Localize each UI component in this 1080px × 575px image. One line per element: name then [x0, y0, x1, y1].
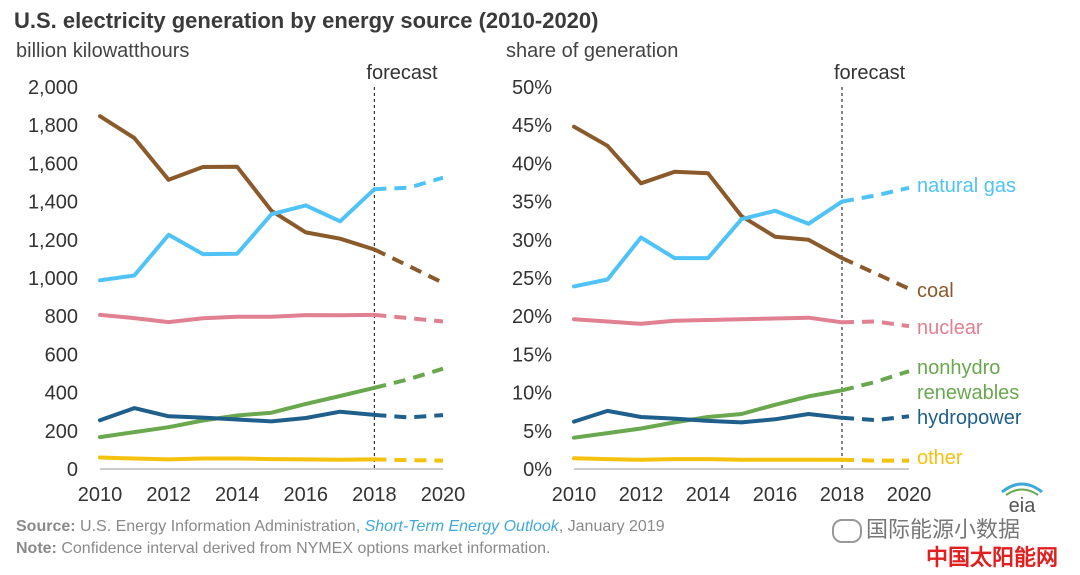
- watermark-wechat: 国际能源小数据: [832, 512, 1020, 544]
- source-link[interactable]: Short-Term Energy Outlook: [364, 518, 559, 535]
- y-tick-label: 1,600: [28, 153, 78, 175]
- right-chart-ylabel: share of generation: [506, 40, 679, 62]
- nonhydro_renewables-line: [98, 385, 377, 440]
- forecast-label: forecast: [834, 62, 906, 84]
- y-tick-label: 35%: [512, 192, 552, 214]
- note-text: Confidence interval derived from NYMEX o…: [56, 540, 551, 557]
- y-tick-label: 0%: [523, 459, 552, 481]
- hydropower-line: [98, 406, 377, 424]
- y-tick-label: 20%: [512, 306, 552, 328]
- x-tick-label: 2020: [421, 484, 466, 506]
- nonhydro_renewables-forecast-line: [841, 369, 910, 393]
- legend-coal: coal: [917, 280, 954, 302]
- x-tick-label: 2018: [820, 484, 865, 506]
- nuclear-line: [572, 315, 844, 326]
- other-forecast-line: [374, 457, 444, 463]
- y-tick-label: 40%: [512, 153, 552, 175]
- coal-line: [572, 124, 844, 261]
- source-text: U.S. Energy Information Administration,: [75, 518, 365, 535]
- y-tick-label: 0: [67, 459, 78, 481]
- chart-title: U.S. electricity generation by energy so…: [14, 8, 599, 33]
- watermark-site: 中国太阳能网: [926, 545, 1059, 570]
- y-tick-label: 50%: [512, 77, 552, 99]
- natural_gas-forecast-line: [374, 175, 444, 192]
- confidence-note: Note: Confidence interval derived from N…: [16, 540, 550, 558]
- nonhydro_renewables-forecast-line: [373, 366, 444, 390]
- y-tick-label: 400: [45, 383, 78, 405]
- y-tick-label: 15%: [512, 344, 552, 366]
- coal-forecast-line: [841, 256, 910, 291]
- y-tick-label: 1,400: [28, 192, 78, 214]
- y-tick-label: 2,000: [28, 77, 78, 99]
- source-date: , January 2019: [558, 518, 665, 535]
- eia-logo-text: eia: [1009, 495, 1037, 516]
- legend-nonhydro-renewables: nonhydro: [917, 357, 1000, 379]
- y-tick-label: 600: [45, 344, 78, 366]
- hydropower-line: [572, 408, 844, 425]
- nuclear-line: [98, 312, 377, 325]
- eia-logo: eia: [1001, 482, 1043, 516]
- watermark-text-1: 国际能源小数据: [866, 517, 1021, 542]
- note-label: Note:: [16, 540, 57, 557]
- x-tick-label: 2012: [619, 484, 664, 506]
- y-tick-label: 1,000: [28, 268, 78, 290]
- y-tick-label: 45%: [512, 115, 552, 137]
- x-tick-label: 2014: [686, 484, 731, 506]
- other-line: [98, 455, 377, 462]
- coal-forecast-line: [373, 247, 444, 285]
- legend-natural-gas: natural gas: [917, 175, 1016, 197]
- legend-other: other: [917, 447, 963, 469]
- x-tick-label: 2016: [284, 484, 329, 506]
- wechat-icon: [832, 519, 862, 544]
- source-label: Source:: [16, 518, 76, 535]
- y-tick-label: 1,200: [28, 230, 78, 252]
- nuclear-forecast-line: [841, 319, 910, 329]
- x-tick-label: 2020: [887, 484, 932, 506]
- legend-hydropower: hydropower: [917, 407, 1022, 429]
- natural_gas-forecast-line: [841, 185, 910, 204]
- other-forecast-line: [841, 457, 909, 463]
- source-note: Source: U.S. Energy Information Administ…: [16, 518, 665, 536]
- x-tick-label: 2012: [146, 484, 191, 506]
- y-tick-label: 30%: [512, 230, 552, 252]
- y-tick-label: 5%: [523, 421, 552, 443]
- x-tick-label: 2010: [552, 484, 597, 506]
- natural_gas-line: [98, 187, 377, 283]
- coal-line: [98, 114, 377, 252]
- natural_gas-line: [572, 199, 844, 289]
- legend-nonhydro-renewables: renewables: [917, 382, 1019, 404]
- y-tick-label: 200: [45, 421, 78, 443]
- legend-nuclear: nuclear: [917, 317, 983, 339]
- y-tick-label: 25%: [512, 268, 552, 290]
- nonhydro_renewables-line: [572, 388, 844, 440]
- x-tick-label: 2018: [352, 484, 397, 506]
- other-line: [572, 456, 844, 462]
- x-tick-label: 2016: [753, 484, 798, 506]
- forecast-label: forecast: [366, 62, 438, 84]
- left-chart-ylabel: billion kilowatthours: [16, 40, 190, 62]
- y-tick-label: 1,800: [28, 115, 78, 137]
- x-tick-label: 2014: [215, 484, 260, 506]
- hydropower-forecast-line: [374, 412, 444, 420]
- hydropower-forecast-line: [841, 414, 910, 423]
- nuclear-forecast-line: [374, 312, 444, 324]
- y-tick-label: 10%: [512, 383, 552, 405]
- y-tick-label: 800: [45, 306, 78, 328]
- x-tick-label: 2010: [78, 484, 123, 506]
